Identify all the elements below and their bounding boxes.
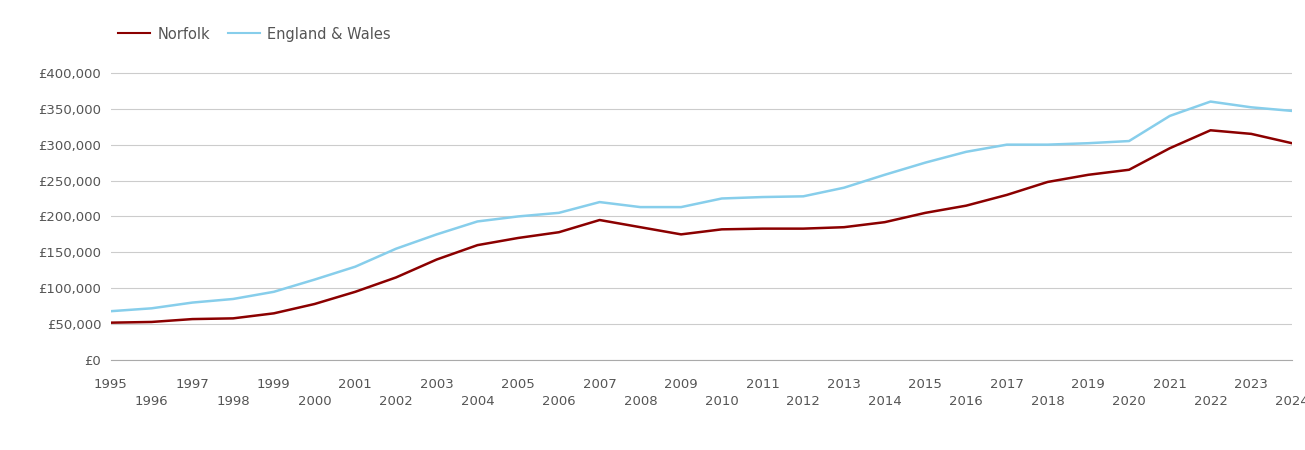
Text: 2002: 2002 [380,395,412,408]
Text: 2010: 2010 [705,395,739,408]
England & Wales [796,194,812,199]
Text: 2012: 2012 [787,395,820,408]
Norfolk [144,319,159,324]
England & Wales [470,219,485,224]
Text: 2017: 2017 [990,378,1024,391]
Norfolk [307,302,322,307]
Norfolk [226,315,241,321]
England & Wales [917,160,933,165]
Norfolk [1203,128,1219,133]
England & Wales [754,194,770,200]
England & Wales [429,232,445,237]
Norfolk [184,316,200,322]
Text: 2023: 2023 [1235,378,1268,391]
Norfolk [551,230,566,235]
Legend: Norfolk, England & Wales: Norfolk, England & Wales [119,27,390,41]
Text: 2021: 2021 [1152,378,1186,391]
Text: 1996: 1996 [134,395,168,408]
England & Wales [144,306,159,311]
Line: England & Wales: England & Wales [111,102,1292,311]
Text: 1995: 1995 [94,378,128,391]
Text: 1998: 1998 [217,395,251,408]
England & Wales [1040,142,1056,147]
Norfolk [714,227,729,232]
Text: 2008: 2008 [624,395,658,408]
Text: 2007: 2007 [583,378,616,391]
Norfolk [837,225,852,230]
Norfolk [1081,172,1096,177]
England & Wales [1081,140,1096,146]
Norfolk [1244,131,1259,137]
Line: Norfolk: Norfolk [111,130,1292,323]
Text: 2001: 2001 [338,378,372,391]
England & Wales [1203,99,1219,104]
England & Wales [1161,113,1177,119]
Text: 1999: 1999 [257,378,291,391]
England & Wales [388,246,403,252]
Text: 2019: 2019 [1071,378,1105,391]
Norfolk [1040,179,1056,184]
Text: 2015: 2015 [908,378,942,391]
England & Wales [1244,104,1259,110]
Norfolk [958,203,974,208]
Norfolk [754,226,770,231]
England & Wales [266,289,282,294]
Text: 2004: 2004 [461,395,495,408]
Norfolk [633,225,649,230]
Text: 2005: 2005 [501,378,535,391]
England & Wales [510,214,526,219]
England & Wales [226,296,241,302]
Norfolk [347,289,363,294]
Text: 2006: 2006 [542,395,576,408]
Norfolk [591,217,607,223]
Text: 2011: 2011 [745,378,779,391]
Text: 2016: 2016 [949,395,983,408]
England & Wales [307,277,322,282]
England & Wales [184,300,200,305]
Norfolk [388,275,403,280]
England & Wales [551,210,566,216]
England & Wales [714,196,729,201]
Norfolk [796,226,812,231]
Norfolk [673,232,689,237]
England & Wales [347,264,363,270]
Text: 2014: 2014 [868,395,902,408]
Text: 2013: 2013 [827,378,861,391]
England & Wales [877,172,893,177]
Text: 2022: 2022 [1194,395,1228,408]
Text: 2024: 2024 [1275,395,1305,408]
England & Wales [1000,142,1015,147]
England & Wales [837,185,852,190]
Text: 2018: 2018 [1031,395,1065,408]
Text: 2009: 2009 [664,378,698,391]
Norfolk [1000,192,1015,198]
Norfolk [1161,145,1177,151]
England & Wales [591,199,607,205]
England & Wales [673,204,689,210]
England & Wales [1121,138,1137,144]
Text: 2020: 2020 [1112,395,1146,408]
England & Wales [103,309,119,314]
England & Wales [958,149,974,154]
Norfolk [470,243,485,248]
Norfolk [103,320,119,325]
Norfolk [917,210,933,216]
Norfolk [1121,167,1137,172]
Norfolk [429,257,445,262]
Norfolk [877,220,893,225]
Norfolk [510,235,526,241]
Text: 2000: 2000 [298,395,331,408]
Norfolk [1284,140,1300,146]
England & Wales [1284,108,1300,113]
England & Wales [633,204,649,210]
Text: 1997: 1997 [175,378,209,391]
Norfolk [266,310,282,316]
Text: 2003: 2003 [420,378,454,391]
